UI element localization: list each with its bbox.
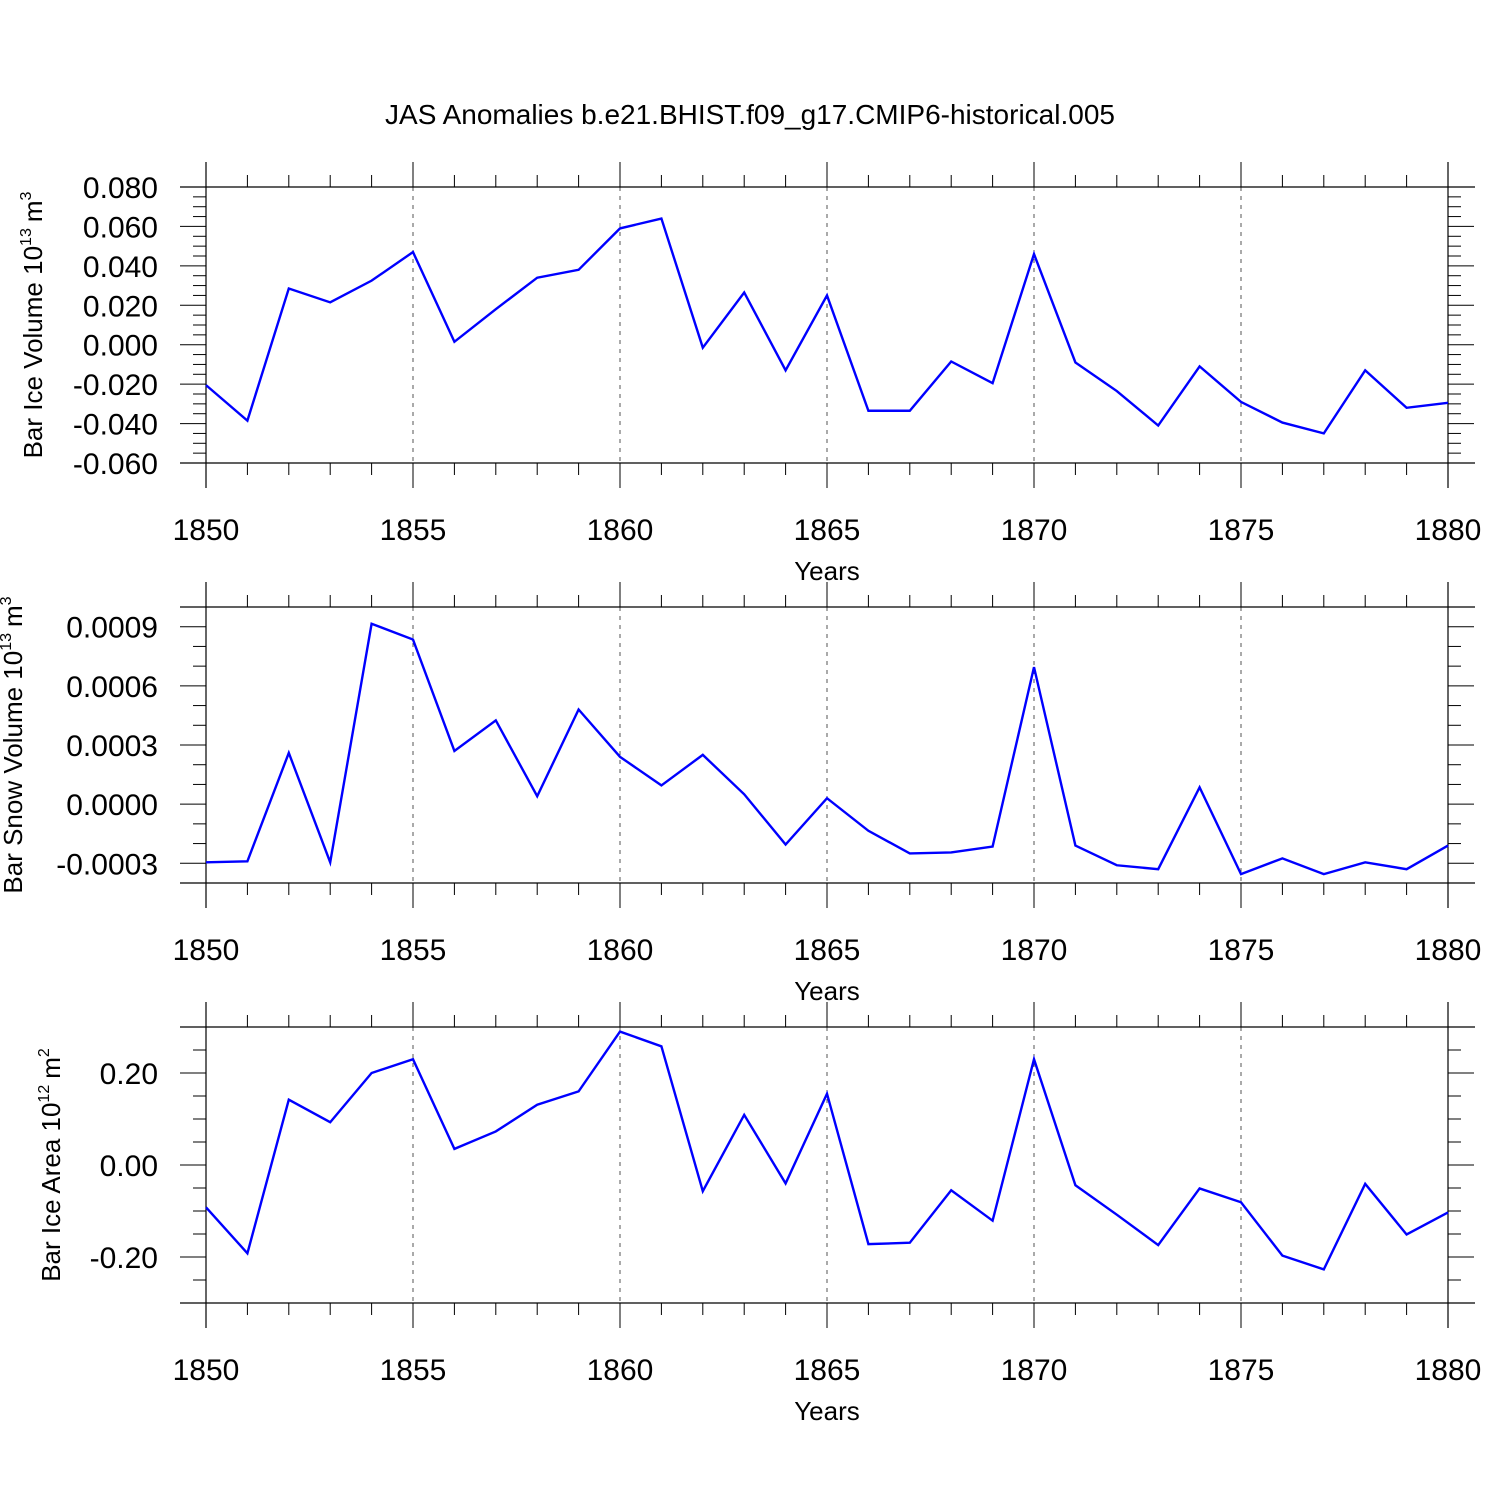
y-tick-label: -0.060 <box>73 448 158 481</box>
x-tick-label: 1875 <box>1208 934 1275 967</box>
y-tick-label: 0.00 <box>100 1150 158 1183</box>
x-tick-label: 1860 <box>587 514 654 547</box>
x-tick-label: 1865 <box>794 1354 861 1387</box>
x-axis-label: Years <box>794 976 860 1006</box>
x-tick-label: 1870 <box>1001 934 1068 967</box>
y-axis-label-part: 13 <box>0 633 15 651</box>
y-axis-label-part: m <box>36 1057 66 1079</box>
x-tick-label: 1850 <box>173 514 240 547</box>
x-tick-label: 1880 <box>1415 934 1482 967</box>
x-tick-label: 1850 <box>173 934 240 967</box>
x-tick-label: 1855 <box>380 934 447 967</box>
y-tick-label: 0.060 <box>83 211 158 244</box>
y-tick-label: 0.0000 <box>66 789 158 822</box>
y-axis-label-part: 2 <box>36 1048 53 1057</box>
y-axis-label-part: m <box>18 200 48 222</box>
y-tick-label: 0.000 <box>83 330 158 363</box>
y-tick-label: 0.20 <box>100 1058 158 1091</box>
series-line <box>205 622 1449 876</box>
y-tick-label: 0.0009 <box>66 612 158 645</box>
y-tick-label: -0.20 <box>90 1242 158 1275</box>
panel-2: 1850 1855 1860 1865 1870 1875 1880 -0.0003 0.000… <box>0 582 1481 1006</box>
series-line <box>205 1030 1449 1271</box>
y-axis-label-part: Bar Ice Volume 10 <box>18 246 48 458</box>
x-axis-label: Years <box>794 1396 860 1426</box>
x-tick-label: 1860 <box>587 934 654 967</box>
y-tick-label: 0.080 <box>83 172 158 205</box>
series-line <box>205 217 1449 435</box>
x-tick-label: 1855 <box>380 1354 447 1387</box>
figure-title: JAS Anomalies b.e21.BHIST.f09_g17.CMIP6-… <box>385 99 1115 130</box>
y-axis-label-part: 3 <box>0 596 15 605</box>
x-tick-label: 1855 <box>380 514 447 547</box>
y-axis-label-part: 12 <box>36 1085 53 1103</box>
y-axis-label-part: 3 <box>18 191 35 200</box>
y-tick-label: 0.040 <box>83 251 158 284</box>
y-axis-label-part: Bar Snow Volume 10 <box>0 651 28 894</box>
y-tick-label: -0.040 <box>73 409 158 442</box>
panel-1: 1850 1855 1860 1865 1870 1875 1880 -0.060 -0.040… <box>18 162 1481 586</box>
y-axis-label-part: 13 <box>18 228 35 246</box>
x-tick-label: 1875 <box>1208 514 1275 547</box>
x-tick-label: 1875 <box>1208 1354 1275 1387</box>
x-tick-label: 1865 <box>794 514 861 547</box>
x-tick-label: 1880 <box>1415 1354 1482 1387</box>
panel-3: 1850 1855 1860 1865 1870 1875 1880 -0.20 0.00 0.2… <box>36 1002 1481 1426</box>
y-axis-label-part: Bar Ice Area 10 <box>36 1103 66 1282</box>
y-tick-label: 0.0006 <box>66 671 158 704</box>
x-tick-label: 1870 <box>1001 1354 1068 1387</box>
y-axis-label: Bar Ice Area 1012 m2 <box>36 1048 66 1282</box>
y-axis-label: Bar Ice Volume 1013 m3 <box>18 191 48 458</box>
x-tick-label: 1880 <box>1415 514 1482 547</box>
x-axis-label: Years <box>794 556 860 586</box>
x-tick-label: 1865 <box>794 934 861 967</box>
y-tick-label: -0.020 <box>73 369 158 402</box>
y-axis-label-part: m <box>0 605 28 627</box>
y-tick-label: 0.020 <box>83 290 158 323</box>
y-tick-label: -0.0003 <box>56 848 158 881</box>
y-axis-label: Bar Snow Volume 1013 m3 <box>0 596 28 893</box>
x-tick-label: 1870 <box>1001 514 1068 547</box>
x-tick-label: 1860 <box>587 1354 654 1387</box>
x-tick-label: 1850 <box>173 1354 240 1387</box>
y-tick-label: 0.0003 <box>66 730 158 763</box>
